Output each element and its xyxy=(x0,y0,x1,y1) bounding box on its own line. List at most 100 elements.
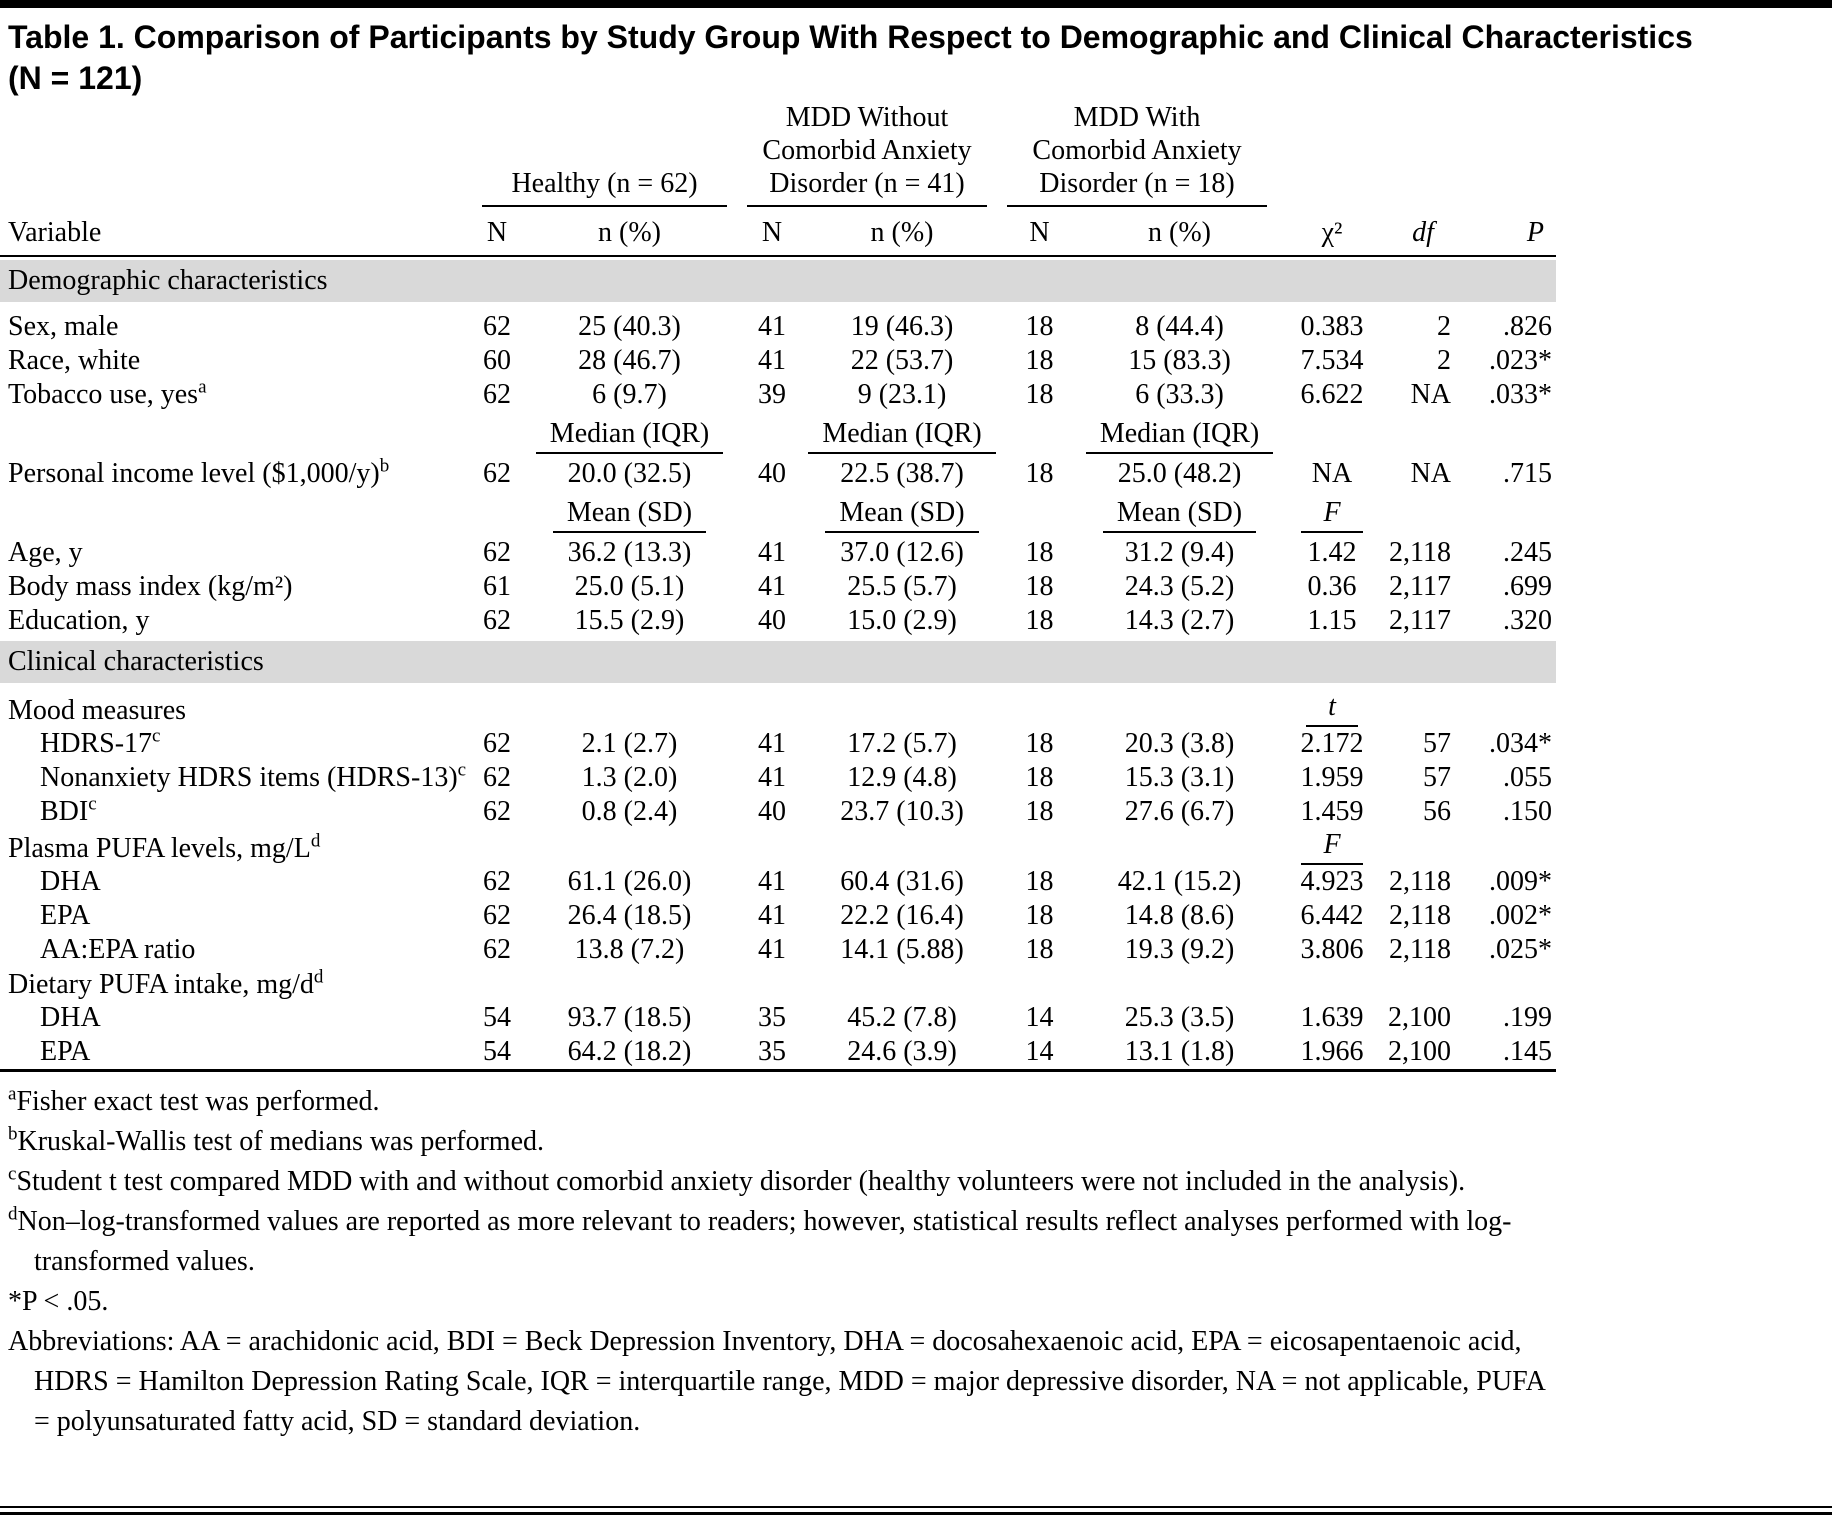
value-cell: 27.6 (6.7) xyxy=(1124,796,1235,827)
spacer-cell xyxy=(737,691,807,727)
row-label-cell: Education, y xyxy=(0,604,472,638)
value-cell: 62 xyxy=(483,605,511,636)
value-cell: 62 xyxy=(483,458,511,489)
data-row: Body mass index (kg/m²) 61 25.0 (5.1) 41 25.… xyxy=(0,570,1556,604)
comparison-table: Healthy (n = 62) MDD Without Comorbid An… xyxy=(0,101,1557,1072)
value-cell: .002* xyxy=(1489,900,1553,931)
spacer-cell xyxy=(737,829,807,865)
value-cell: .715 xyxy=(1503,458,1553,489)
value-cell: 19.3 (9.2) xyxy=(1124,934,1235,965)
spacer-cell xyxy=(472,691,522,727)
row-label: HDRS-17 xyxy=(40,728,153,759)
value-cell: .245 xyxy=(1503,537,1553,568)
spacer-cell xyxy=(1387,412,1459,457)
row-label: Age, y xyxy=(8,537,83,568)
row-label-cell: Personal income level ($1,000/y)b xyxy=(0,457,472,491)
footnote-marker: b xyxy=(8,1123,18,1145)
value-cell: 61 xyxy=(483,571,511,602)
footnote: dNon–log-transformed values are reported… xyxy=(8,1202,1560,1282)
value-cell: .199 xyxy=(1503,1002,1553,1033)
value-cell: 0.383 xyxy=(1300,311,1364,342)
value-cell: 22.5 (38.7) xyxy=(840,458,964,489)
measure-header: Median (IQR) xyxy=(808,418,996,454)
table-title-line2: (N = 121) xyxy=(8,60,143,96)
value-cell: 6.442 xyxy=(1300,900,1364,931)
value-cell: NA xyxy=(1410,458,1452,489)
stat-header: t xyxy=(1306,691,1358,727)
row-label: Personal income level ($1,000/y) xyxy=(8,458,380,489)
col-header-npct-mdd-with: n (%) xyxy=(1082,207,1278,257)
row-label: DHA xyxy=(40,1002,101,1033)
row-label: Plasma PUFA levels, mg/L xyxy=(8,833,311,864)
value-cell: 41 xyxy=(758,866,787,897)
value-cell: 41 xyxy=(758,571,787,602)
value-cell: 60 xyxy=(483,345,511,376)
row-label-cell: Age, y xyxy=(0,536,472,570)
spacer-cell xyxy=(1387,829,1459,865)
value-cell: 18 xyxy=(1025,900,1054,931)
spacer-cell xyxy=(1387,967,1459,1001)
top-rule xyxy=(0,0,1832,8)
data-row: Tobacco use, yesa 62 6 (9.7) 39 9 (23.1) 18 6 … xyxy=(0,378,1556,412)
measure-header-cell: Median (IQR) xyxy=(807,412,997,457)
value-cell: 18 xyxy=(1025,796,1054,827)
spacer-cell xyxy=(472,491,522,536)
data-row: Nonanxiety HDRS items (HDRS-13)c 62 1.3 (2… xyxy=(0,761,1556,795)
measure-header: Median (IQR) xyxy=(1085,418,1274,454)
value-cell: 0.36 xyxy=(1307,571,1357,602)
value-cell: 37.0 (12.6) xyxy=(840,537,964,568)
value-cell: 40 xyxy=(758,605,787,636)
value-cell: 31.2 (9.4) xyxy=(1124,537,1235,568)
footnote-marker: a xyxy=(198,376,207,398)
row-label: EPA xyxy=(40,1036,91,1067)
value-cell: 6.622 xyxy=(1300,379,1364,410)
value-cell: .320 xyxy=(1503,605,1553,636)
section-row: Clinical characteristics xyxy=(0,638,1557,691)
subhead-row: Median (IQR) Median (IQR) Median (IQR) xyxy=(0,412,1556,457)
col-header-npct-healthy: n (%) xyxy=(522,207,738,257)
group-header-spacer xyxy=(0,101,472,207)
footnote: bKruskal-Wallis test of medians was perf… xyxy=(8,1122,1560,1162)
section-row: Demographic characteristics xyxy=(0,256,1557,310)
row-label-cell: Mood measures xyxy=(0,691,472,727)
value-cell: 62 xyxy=(483,900,511,931)
value-cell: 18 xyxy=(1025,379,1054,410)
group-label: MDD Without Comorbid Anxiety Disorder (n… xyxy=(762,102,972,199)
row-label-cell: Nonanxiety HDRS items (HDRS-13)c xyxy=(0,761,472,795)
row-label-cell: EPA xyxy=(0,1035,472,1071)
footnote-text: Fisher exact test was performed. xyxy=(16,1086,380,1117)
value-cell: 62 xyxy=(483,311,511,342)
measure-header: Mean (SD) xyxy=(1102,497,1257,533)
stat-header-cell xyxy=(1277,967,1387,1001)
value-cell: 18 xyxy=(1025,345,1054,376)
col-header-df: df xyxy=(1387,207,1460,257)
footnote-marker: d xyxy=(310,830,321,852)
col-header-npct-mdd-without: n (%) xyxy=(807,207,998,257)
value-cell: 25 (40.3) xyxy=(578,311,681,342)
value-cell: 45.2 (7.8) xyxy=(847,1002,957,1033)
value-cell: 4.923 xyxy=(1300,866,1364,897)
value-cell: 1.639 xyxy=(1300,1002,1364,1033)
value-cell: 24.3 (5.2) xyxy=(1124,571,1235,602)
value-cell: 54 xyxy=(483,1036,511,1067)
data-row: DHA 62 61.1 (26.0) 41 60.4 (31.6) 18 42.1 (15.… xyxy=(0,865,1556,899)
spacer-cell xyxy=(997,691,1082,727)
footnote-marker: a xyxy=(8,1083,17,1105)
value-cell: 2,118 xyxy=(1389,537,1452,568)
measure-header-cell: Mean (SD) xyxy=(522,491,737,536)
row-label-cell: HDRS-17c xyxy=(0,727,472,761)
value-cell: .033* xyxy=(1489,379,1553,410)
value-cell: .699 xyxy=(1503,571,1553,602)
measure-header-cell: Mean (SD) xyxy=(1082,491,1277,536)
value-cell: 62 xyxy=(483,934,511,965)
row-label: DHA xyxy=(40,866,101,897)
spacer-cell xyxy=(1387,491,1459,536)
col-header-variable: Variable xyxy=(0,207,472,257)
measure-header-cell: Mean (SD) xyxy=(807,491,997,536)
value-cell: 1.42 xyxy=(1307,537,1357,568)
value-cell: 57 xyxy=(1423,728,1452,759)
value-cell: 2,118 xyxy=(1389,866,1452,897)
value-cell: 35 xyxy=(758,1036,787,1067)
spacer-cell xyxy=(737,967,807,1001)
value-cell: 14 xyxy=(1025,1002,1054,1033)
